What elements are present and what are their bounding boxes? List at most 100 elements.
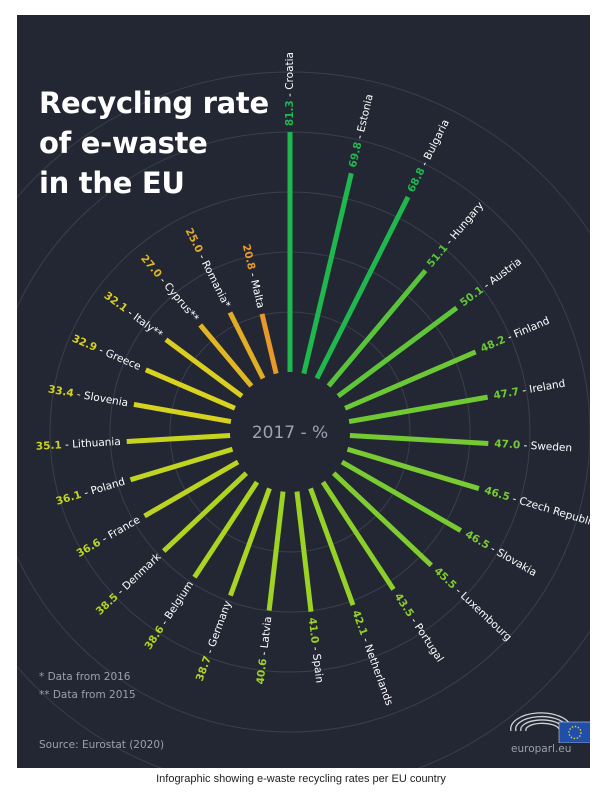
footnote-2015: ** Data from 2015 (39, 689, 136, 701)
value-label: 81.3 (284, 100, 296, 126)
bar-hungary (326, 268, 428, 388)
bar-czechrepublic (346, 446, 480, 491)
bar-label: 36.6 - France (75, 514, 143, 560)
bar-ireland (348, 394, 489, 425)
bar-label: 45.5 - Luxembourg (432, 565, 514, 644)
value-label: 40.6 (255, 658, 270, 685)
value-label: 47.7 (493, 386, 521, 402)
bar-label: 47.7 - Ireland (493, 378, 567, 402)
bar-label: 38.7 - Germany (194, 599, 234, 683)
value-label: 42.1 (349, 609, 369, 637)
country-label: - Hungary (441, 200, 486, 250)
country-label: - Czech Republic (508, 492, 590, 529)
bar-austria (336, 305, 459, 399)
country-label: - Belgium (157, 579, 196, 630)
image-caption: Infographic showing e-waste recycling ra… (156, 773, 446, 785)
bar-belgium (192, 480, 260, 579)
bar-label: 32.1 - Italy** (102, 290, 165, 341)
bar-label: 47.0 - Sweden (494, 438, 572, 455)
bar-italy (164, 337, 244, 399)
value-label: 47.0 (494, 438, 521, 451)
bar-latvia (266, 491, 286, 611)
value-label: 35.1 (36, 439, 63, 452)
bar-label: 38.6 - Belgium (142, 579, 196, 652)
bar-label: 33.4 - Slovenia (47, 383, 129, 409)
bar-germany (228, 487, 272, 597)
title-line: of e-waste (39, 126, 208, 160)
europarl-logo-icon (510, 712, 590, 743)
grid-ring (17, 131, 590, 733)
country-label: - Greece (94, 343, 143, 373)
bar-label: 68.8 - Bulgaria (405, 118, 452, 195)
country-label: - Lithuania (61, 436, 121, 451)
bar-label: 40.6 - Latvia (255, 616, 275, 685)
value-label: 33.4 (47, 383, 75, 399)
infographic-panel: 81.3 - Croatia 69.8 - Estonia 68.8 - Bulga… (17, 15, 590, 768)
bar-portugal (320, 480, 396, 591)
bar-bulgaria (314, 195, 411, 380)
value-label: 46.5 (483, 485, 511, 504)
country-label: - Ireland (518, 378, 566, 398)
bar-label: 69.8 - Estonia (347, 93, 376, 169)
country-label: - Spain (309, 643, 326, 684)
grid-ring (17, 71, 590, 768)
country-label: - Denmark (113, 550, 165, 600)
footnote-2016: * Data from 2016 (39, 671, 131, 683)
title-line: Recycling rate (39, 86, 269, 120)
bar-label: 46.5 - Slovakia (463, 528, 539, 579)
bar-label: 46.5 - Czech Republic (483, 485, 590, 530)
bar-france (143, 459, 240, 519)
country-label: - Poland (79, 476, 126, 501)
bar-denmark (162, 471, 249, 553)
bar-luxembourg (331, 471, 433, 568)
bar-sweden (349, 432, 489, 447)
value-label: 36.1 (55, 489, 83, 508)
bar-label: 36.1 - Poland (55, 476, 127, 508)
country-label: - Germany (203, 599, 234, 658)
value-label: 69.8 (347, 141, 365, 169)
bar-label: 27.0 - Cyprus** (138, 253, 201, 325)
bar-label: 41.0 - Spain (306, 617, 326, 684)
bar-slovenia (133, 402, 232, 425)
country-label: - Estonia (353, 93, 376, 144)
country-label: - France (97, 514, 142, 547)
bar-poland (129, 446, 234, 483)
chart-title: Recycling rate of e-waste in the EU (39, 83, 269, 203)
title-line: in the EU (39, 166, 185, 200)
bar-romania (227, 311, 266, 380)
country-label: - Austria (479, 256, 524, 294)
bar-label: 25.0 - Romania* (183, 226, 233, 310)
bar-netherlands (308, 487, 356, 606)
bar-estonia (301, 172, 354, 375)
bar-malta (259, 313, 279, 375)
bar-label: 35.1 - Lithuania (36, 436, 122, 453)
country-label: - Romania* (194, 249, 232, 309)
bar-finland (344, 349, 477, 411)
source-text: Source: Eurostat (2020) (39, 739, 165, 751)
bar-label: 42.1 - Netherlands (349, 609, 395, 707)
center-label: 2017 - % (252, 423, 328, 443)
bar-lithuania (126, 432, 231, 445)
country-label: - Malta (246, 268, 267, 309)
value-label: 20.8 (240, 243, 258, 271)
bar-spain (294, 491, 314, 613)
bar-greece (144, 367, 236, 411)
country-label: - Luxembourg (450, 583, 513, 644)
value-label: 38.7 (194, 654, 214, 682)
country-label: - Bulgaria (417, 118, 452, 172)
brand-text: europarl.eu (511, 743, 572, 755)
country-label: - Slovenia (73, 388, 129, 409)
bar-label: 51.1 - Hungary (425, 200, 486, 270)
bar-label: 32.9 - Greece (70, 333, 142, 373)
country-label: - Netherlands (358, 633, 395, 707)
bar-label: 81.3 - Croatia (284, 52, 296, 126)
bar-cyprus (198, 323, 254, 388)
bar-label: 20.8 - Malta (240, 243, 267, 309)
bar-label: 43.5 - Portugal (392, 591, 446, 664)
country-label: - Italy** (122, 305, 164, 341)
country-label: - Sweden (520, 439, 573, 454)
bar-slovakia (340, 459, 463, 533)
country-label: - Latvia (258, 616, 275, 660)
country-label: - Croatia (284, 52, 296, 100)
value-label: 41.0 (306, 617, 321, 644)
